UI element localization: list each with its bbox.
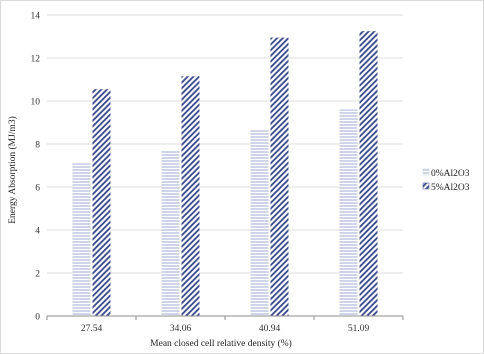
x-tick-label: 40.94 [259, 324, 281, 334]
legend-label-1: 5%Al2O3 [431, 183, 470, 193]
legend-swatch-0 [422, 168, 430, 176]
x-tick-label: 51.09 [348, 324, 370, 334]
legend: 0%Al2O3 5%Al2O3 [422, 168, 470, 193]
bar-0-al2o3-40-94 [250, 130, 269, 316]
legend-swatch-1 [422, 182, 430, 190]
legend-label-0: 0%Al2O3 [431, 169, 470, 179]
y-tick-labels: 0 2 4 6 8 10 12 14 [31, 12, 41, 323]
y-tick-label: 8 [35, 141, 40, 151]
y-tick-label: 6 [35, 184, 40, 194]
bar-0-al2o3-34-06 [161, 150, 180, 316]
bar-5-al2o3-51-09 [359, 31, 378, 316]
bar-0-al2o3-51-09 [339, 109, 358, 316]
bars [72, 31, 378, 317]
x-tick-labels: 27.54 34.06 40.94 51.09 [81, 324, 370, 334]
x-tick-label: 34.06 [170, 324, 192, 334]
y-axis-title: Energy Absorption (MJ/m3) [7, 116, 18, 224]
y-tick-label: 0 [35, 313, 40, 323]
legend-item-1: 5%Al2O3 [422, 182, 470, 193]
bar-0-al2o3-27-54 [72, 163, 91, 316]
y-tick-label: 12 [31, 55, 41, 65]
y-tick-label: 14 [31, 12, 41, 22]
bar-5-al2o3-40-94 [270, 37, 289, 316]
axes [46, 315, 404, 320]
y-tick-label: 4 [35, 227, 40, 237]
legend-item-0: 0%Al2O3 [422, 168, 470, 179]
y-tick-label: 2 [35, 270, 40, 280]
bar-5-al2o3-34-06 [181, 76, 200, 317]
y-tick-label: 10 [31, 98, 41, 108]
x-tick-label: 27.54 [81, 324, 103, 334]
bar-5-al2o3-27-54 [92, 89, 111, 316]
x-axis-title: Mean closed cell relative density (%) [150, 338, 292, 349]
